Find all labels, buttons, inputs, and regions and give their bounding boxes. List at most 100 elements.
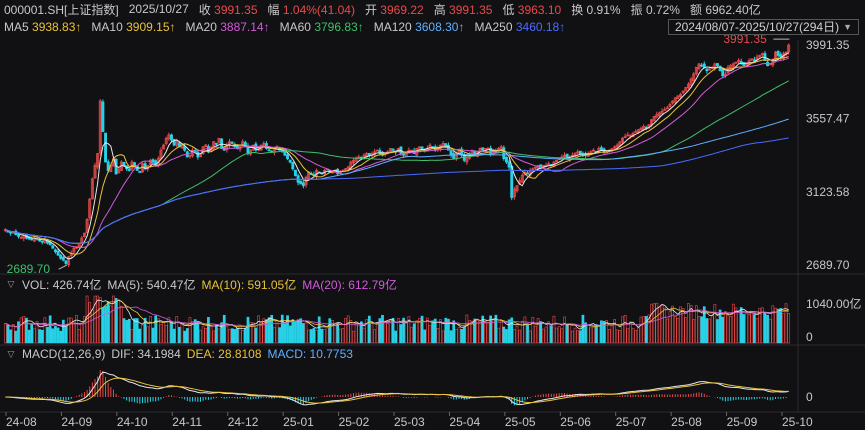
- volume-bar: [338, 328, 342, 344]
- date-tick-label: 25-02: [339, 415, 370, 429]
- vol-ma20-value: 612.79亿: [348, 277, 397, 292]
- candle-body: [639, 127, 643, 131]
- volume-bar: [689, 305, 693, 344]
- volume-bar: [394, 330, 398, 344]
- volume-bar: [415, 320, 419, 344]
- volume-bar: [568, 324, 572, 344]
- candle-body: [38, 239, 42, 242]
- volume-axis-zero: 0: [806, 330, 813, 344]
- volume-bar: [444, 317, 448, 344]
- volume-bar: [563, 316, 566, 344]
- candle-body: [676, 95, 680, 100]
- candle-body: [787, 44, 791, 53]
- high-label: 高: [433, 2, 446, 17]
- collapse-icon[interactable]: ▽: [7, 349, 15, 359]
- volume-bar: [114, 298, 118, 344]
- date-range-selector[interactable]: 2024/08/07-2025/10/27(294日) ▼: [667, 19, 859, 35]
- volume-bar: [251, 322, 255, 344]
- candle-body: [671, 100, 675, 104]
- volume-bar: [681, 308, 685, 344]
- volume-legend: ▽ VOL: 426.74亿 MA(5): 540.47亿 MA(10): 59…: [0, 276, 403, 292]
- volume-bar: [465, 314, 469, 344]
- candle-body: [684, 87, 688, 92]
- volume-bar: [425, 317, 429, 344]
- candle-body: [96, 153, 100, 168]
- candle-body: [344, 168, 348, 171]
- date-tick-label: 25-07: [616, 415, 647, 429]
- candle-body: [752, 59, 756, 62]
- change-value: 1.04%(41.04): [282, 2, 355, 17]
- volume-bar: [193, 319, 197, 344]
- volume-bar: [636, 327, 640, 344]
- volume-bar: [259, 321, 263, 344]
- volume-bar: [418, 318, 421, 344]
- volume-bar: [341, 327, 345, 344]
- volume-bar: [528, 330, 532, 344]
- low-value: 3963.10: [517, 2, 562, 17]
- candle-body: [301, 182, 305, 187]
- candle-body: [378, 150, 382, 154]
- volume-bar: [700, 316, 703, 344]
- volume-bar: [138, 328, 142, 344]
- volume-bar: [349, 320, 353, 344]
- volume-bar: [597, 326, 601, 344]
- volume-bar: [552, 315, 556, 344]
- candle-body: [85, 219, 89, 234]
- volume-bar: [64, 326, 68, 344]
- volume-bar: [578, 330, 582, 344]
- volume-bar: [225, 326, 229, 344]
- candle-body: [655, 114, 659, 118]
- volume-bar: [11, 324, 15, 344]
- volume-bar: [6, 324, 10, 344]
- volume-bar: [267, 317, 271, 344]
- volume-bar: [737, 311, 740, 344]
- volume-bar: [702, 306, 706, 344]
- volume-bar: [729, 316, 733, 344]
- volume-bar: [288, 325, 292, 344]
- volume-bar: [489, 315, 492, 344]
- volume-bar: [687, 303, 690, 344]
- candle-body: [750, 58, 754, 61]
- candle-body: [56, 250, 60, 256]
- volume-bar: [19, 317, 23, 344]
- volume-bar: [25, 317, 28, 344]
- volume-bar: [439, 319, 442, 344]
- volume-bar: [468, 320, 471, 344]
- collapse-icon[interactable]: ▽: [7, 279, 15, 289]
- symbol-label[interactable]: 000001.SH[上证指数]: [4, 2, 119, 17]
- candle-body: [657, 112, 661, 117]
- volume-bar: [88, 302, 92, 344]
- candle-body: [599, 147, 603, 151]
- volume-ma-lines: [5, 299, 789, 330]
- volume-bar: [655, 302, 659, 344]
- volume-bar: [631, 327, 635, 344]
- volume-bar: [17, 321, 20, 344]
- candle-body: [718, 65, 722, 72]
- volume-bar: [626, 328, 630, 344]
- volume-bar: [199, 329, 202, 344]
- candle-body: [481, 147, 485, 151]
- ma250-line: [5, 137, 789, 244]
- volume-bar: [399, 324, 403, 344]
- volume-bar: [109, 305, 113, 344]
- candle-body: [689, 78, 693, 86]
- low-annotation-arrow: [58, 264, 67, 270]
- candle-body: [592, 149, 595, 152]
- volume-bar: [497, 327, 500, 344]
- volume-bar: [473, 318, 477, 344]
- candle-body: [665, 107, 669, 110]
- volume-bar: [120, 305, 123, 344]
- price-tick-label: 3557.47: [806, 111, 850, 125]
- candle-body: [428, 144, 432, 148]
- volume-bar: [531, 317, 535, 344]
- volume-bar: [650, 303, 653, 344]
- volume-bar: [571, 330, 574, 344]
- open-label: 开: [364, 2, 377, 17]
- candle-body: [93, 164, 97, 179]
- candle-body: [151, 159, 155, 163]
- volume-bar: [354, 323, 358, 344]
- volume-bar: [410, 326, 413, 344]
- volume-bar: [360, 321, 363, 344]
- candle-body: [779, 54, 783, 58]
